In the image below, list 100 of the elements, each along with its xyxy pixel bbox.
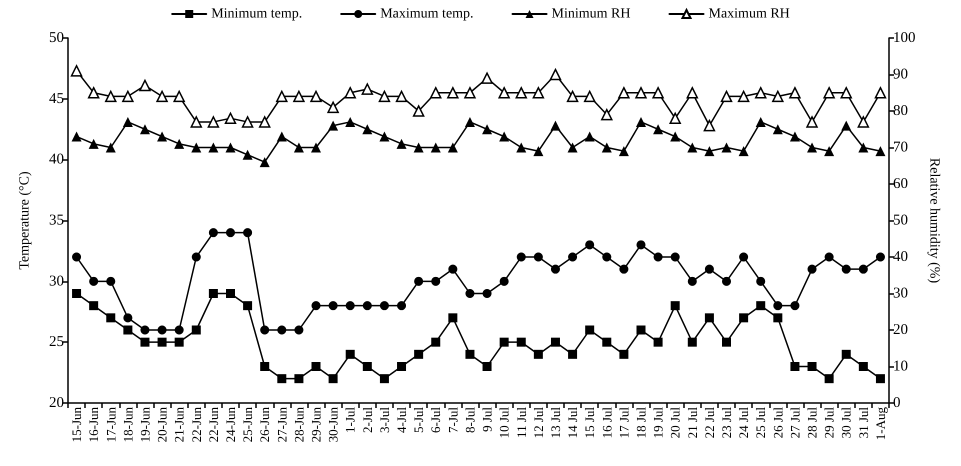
point xyxy=(448,264,458,274)
x-tick-label: 4-Jul xyxy=(394,406,410,433)
point xyxy=(756,301,766,310)
point xyxy=(122,90,134,102)
point xyxy=(807,142,818,152)
x-tick-label: 27-Jun xyxy=(274,406,290,442)
point xyxy=(260,362,270,371)
legend-label: Maximum RH xyxy=(708,6,790,22)
point xyxy=(840,87,852,98)
legend-label: Minimum temp. xyxy=(211,6,302,22)
x-tick-label: 5-Jul xyxy=(411,406,426,433)
x-tick-label: 17-Jun xyxy=(103,406,118,442)
point xyxy=(790,362,800,371)
point xyxy=(465,350,474,359)
x-tick-label: 20-Jun xyxy=(154,406,170,442)
point xyxy=(293,90,305,102)
point xyxy=(106,313,116,322)
y-tick-label: 20 xyxy=(49,395,64,411)
point xyxy=(858,142,868,152)
point xyxy=(378,90,390,102)
point xyxy=(636,240,646,250)
point xyxy=(88,87,100,98)
x-tick-label: 28-Jun xyxy=(291,406,306,442)
point xyxy=(772,90,784,102)
point xyxy=(430,87,442,98)
point xyxy=(687,142,698,152)
x-tick-label: 22-Jun xyxy=(188,406,204,442)
point xyxy=(226,289,235,298)
point xyxy=(550,264,560,274)
point xyxy=(310,90,322,102)
point xyxy=(208,289,218,298)
point xyxy=(276,90,288,102)
point xyxy=(414,276,424,286)
legend-label: Maximum temp. xyxy=(380,6,474,22)
point xyxy=(875,146,886,156)
point xyxy=(808,264,817,274)
point xyxy=(224,112,236,124)
point xyxy=(174,138,184,149)
point xyxy=(242,116,254,128)
x-tick-label: 18-Jun xyxy=(120,406,136,442)
point xyxy=(686,87,698,98)
point xyxy=(260,157,270,168)
point xyxy=(226,228,235,238)
point xyxy=(362,124,372,134)
point xyxy=(260,326,270,334)
x-tick-label: 15 Jul xyxy=(582,406,598,438)
point xyxy=(481,72,493,84)
point xyxy=(619,264,628,274)
y2-tick-label: 80 xyxy=(893,103,908,119)
point xyxy=(208,116,220,128)
point xyxy=(876,374,885,384)
point xyxy=(431,338,440,347)
point xyxy=(568,252,578,262)
point xyxy=(790,301,800,310)
legend-label: Minimum RH xyxy=(552,6,631,22)
point xyxy=(618,87,630,98)
point xyxy=(498,87,510,98)
point xyxy=(191,142,202,152)
point xyxy=(88,138,99,149)
x-tick-label: 1-Aug xyxy=(872,406,888,440)
point xyxy=(842,350,851,359)
point xyxy=(808,362,817,371)
point xyxy=(397,301,406,310)
point xyxy=(516,142,526,152)
point xyxy=(618,146,629,156)
y2-tick-label: 50 xyxy=(893,212,908,228)
point xyxy=(585,240,594,250)
point xyxy=(311,142,322,152)
y-tick-label: 30 xyxy=(49,273,64,290)
point xyxy=(106,276,116,286)
point xyxy=(602,252,612,262)
point xyxy=(328,374,338,384)
x-tick-label: 7-Jul xyxy=(445,406,460,433)
point xyxy=(789,87,801,98)
x-tick-label: 28 Jul xyxy=(804,406,820,438)
point xyxy=(566,90,578,102)
point xyxy=(772,124,783,134)
point xyxy=(482,289,492,298)
x-tick-label: 22 Jul xyxy=(702,406,717,438)
point xyxy=(823,87,835,98)
x-tick-label: 14 Jul xyxy=(565,406,580,438)
point xyxy=(89,301,98,310)
y2-tick-label: 0 xyxy=(893,395,900,411)
x-tick-label: 19 Jul xyxy=(650,406,666,438)
x-tick-label: 13 Jul xyxy=(548,406,563,438)
x-tick-label: 8-Jul xyxy=(462,406,478,433)
point xyxy=(773,301,782,310)
x-tick-label: 12 Jul xyxy=(530,406,546,438)
point xyxy=(158,326,167,334)
point xyxy=(858,116,870,128)
point xyxy=(653,124,664,134)
point xyxy=(208,142,218,152)
point xyxy=(464,87,476,98)
x-tick-label: 30 Jul xyxy=(838,406,854,438)
point xyxy=(568,142,578,152)
point xyxy=(140,326,150,334)
point xyxy=(500,338,509,347)
point xyxy=(824,374,834,384)
x-tick-label: 16 Jul xyxy=(599,406,614,438)
y2-tick-label: 20 xyxy=(893,322,908,338)
